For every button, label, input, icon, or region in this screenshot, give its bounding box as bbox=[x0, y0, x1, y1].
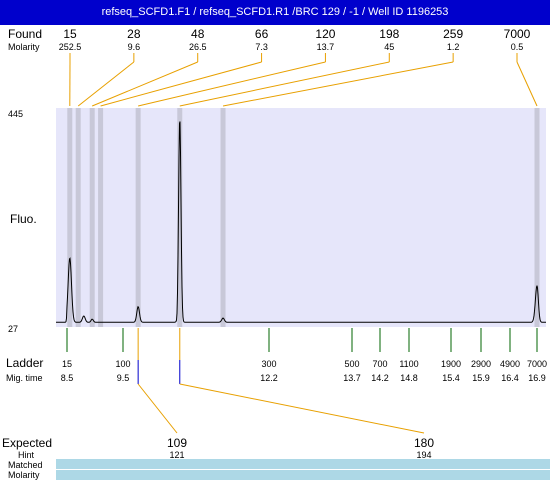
expected-connector bbox=[179, 383, 425, 434]
hint-value: 194 bbox=[416, 450, 431, 460]
found-connector bbox=[92, 61, 198, 107]
ladder-time-label: 15.4 bbox=[442, 373, 460, 383]
ladder-time-label: 13.7 bbox=[343, 373, 361, 383]
found-band bbox=[177, 108, 183, 327]
expected-size-label: 109 bbox=[167, 436, 187, 450]
found-size-label: 15 bbox=[63, 27, 77, 41]
found-size-label: 7000 bbox=[504, 27, 531, 41]
found-size-label: 48 bbox=[191, 27, 205, 41]
ladder-time-label: 16.4 bbox=[501, 373, 519, 383]
found-connector bbox=[138, 61, 326, 107]
ladder-size-label: 100 bbox=[115, 359, 130, 369]
fluorescence-trace bbox=[56, 121, 546, 323]
plot-area bbox=[56, 108, 546, 327]
chart-title: refseq_SCFD1.F1 / refseq_SCFD1.R1 /BRC 1… bbox=[0, 0, 550, 25]
found-band bbox=[67, 108, 73, 327]
found-molarity-label: 26.5 bbox=[189, 42, 207, 52]
found-band bbox=[135, 108, 141, 327]
ladder-size-label: 2900 bbox=[471, 359, 491, 369]
found-size-label: 66 bbox=[255, 27, 269, 41]
found-connector bbox=[77, 61, 135, 107]
ladder-time-label: 9.5 bbox=[117, 373, 130, 383]
ladder-time-label: 15.9 bbox=[472, 373, 490, 383]
found-connector bbox=[179, 61, 390, 107]
found-band bbox=[89, 108, 95, 327]
found-connector bbox=[222, 61, 454, 107]
found-size-label: 28 bbox=[127, 27, 141, 41]
trace-layer bbox=[56, 121, 546, 323]
y-tick-bottom: 27 bbox=[8, 324, 18, 334]
found-molarity-label: 45 bbox=[384, 42, 394, 52]
found-molarity-label: 13.7 bbox=[317, 42, 335, 52]
ladder-layer: 15 8.5 100 9.5 300 12.2 500 13.7 700 14.2 1100 14.8… bbox=[61, 328, 547, 383]
molarity-label: Molarity bbox=[8, 42, 40, 52]
mig-time-label: Mig. time bbox=[6, 373, 43, 383]
ladder-time-label: 14.8 bbox=[400, 373, 418, 383]
found-size-label: 198 bbox=[379, 27, 399, 41]
found-molarity-label: 0.5 bbox=[511, 42, 524, 52]
expected-label: Expected bbox=[2, 436, 52, 450]
ladder-time-label: 12.2 bbox=[260, 373, 278, 383]
ladder-time-label: 8.5 bbox=[61, 373, 74, 383]
ladder-size-label: 7000 bbox=[527, 359, 547, 369]
ladder-time-label: 14.2 bbox=[371, 373, 389, 383]
expected-size-label: 180 bbox=[414, 436, 434, 450]
matched-label: Matched bbox=[8, 460, 43, 470]
ladder-size-label: 300 bbox=[261, 359, 276, 369]
found-bands-layer bbox=[67, 108, 540, 327]
ladder-size-label: 15 bbox=[62, 359, 72, 369]
ladder-size-label: 500 bbox=[344, 359, 359, 369]
ladder-label: Ladder bbox=[6, 356, 43, 370]
found-size-label: 120 bbox=[315, 27, 335, 41]
found-molarity-label: 252.5 bbox=[59, 42, 82, 52]
hint-label: Hint bbox=[18, 450, 35, 460]
found-label: Found bbox=[8, 27, 42, 41]
expected-layer: 10912112013.718019419845 bbox=[137, 328, 434, 480]
ladder-size-label: 700 bbox=[372, 359, 387, 369]
molarity-row-band bbox=[56, 470, 550, 480]
found-band bbox=[75, 108, 81, 327]
ladder-size-label: 4900 bbox=[500, 359, 520, 369]
molarity-bottom-label: Molarity bbox=[8, 470, 40, 480]
found-size-label: 259 bbox=[443, 27, 463, 41]
hint-value: 121 bbox=[169, 450, 184, 460]
ladder-size-label: 1900 bbox=[441, 359, 461, 369]
found-molarity-label: 7.3 bbox=[255, 42, 268, 52]
matched-row-band bbox=[56, 459, 550, 469]
ladder-time-label: 16.9 bbox=[528, 373, 546, 383]
found-band bbox=[534, 108, 540, 327]
fluo-label: Fluo. bbox=[10, 212, 37, 226]
found-molarity-label: 9.6 bbox=[128, 42, 141, 52]
expected-connector bbox=[137, 383, 178, 434]
found-band bbox=[98, 108, 104, 327]
found-molarity-label: 1.2 bbox=[447, 42, 460, 52]
ladder-size-label: 1100 bbox=[399, 359, 418, 369]
found-connector bbox=[516, 61, 538, 107]
found-band bbox=[220, 108, 226, 327]
found-connector bbox=[100, 61, 262, 107]
y-tick-top: 445 bbox=[8, 109, 23, 119]
